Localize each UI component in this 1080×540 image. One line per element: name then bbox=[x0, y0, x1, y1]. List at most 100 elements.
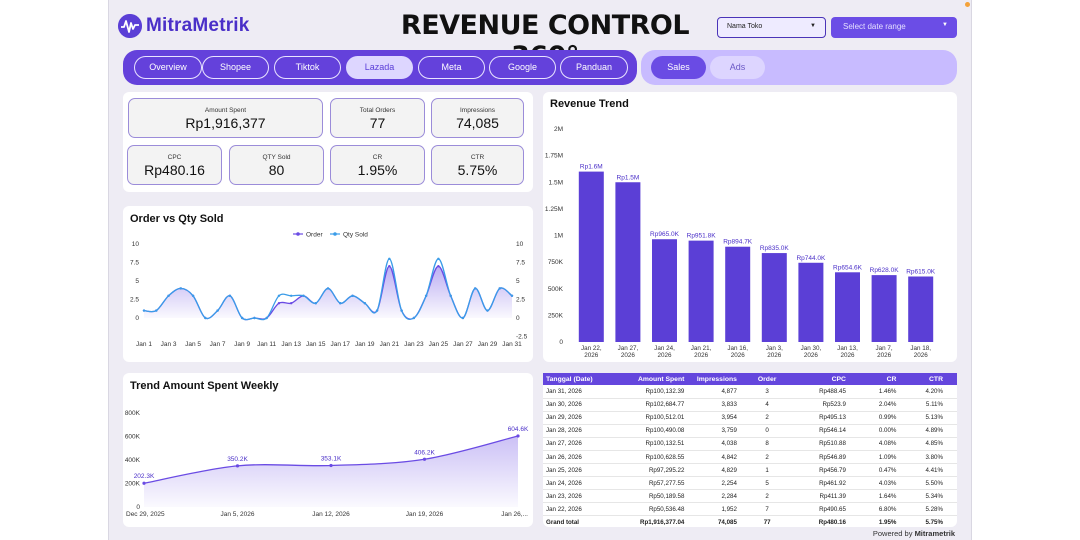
y-tick-label-right: 7.5 bbox=[516, 260, 525, 267]
x-tick-label: Jan 30, bbox=[801, 345, 822, 352]
qty-sold-point bbox=[277, 294, 281, 297]
table-row: Jan 23, 2026 Rp50,189.58 2,284 2 Rp411.39 1.6… bbox=[543, 489, 957, 504]
y-tick-label: 600K bbox=[125, 434, 141, 441]
data-label: Rp628.0K bbox=[870, 267, 900, 274]
qty-sold-point bbox=[191, 294, 195, 297]
table-cell: Rp411.39 bbox=[789, 489, 850, 504]
revenue-bar bbox=[725, 246, 751, 342]
table-cell: Jan 29, 2026 bbox=[543, 411, 618, 425]
qty-sold-point bbox=[498, 287, 501, 290]
table-cell: Jan 27, 2026 bbox=[543, 437, 618, 451]
qty-sold-point bbox=[302, 294, 305, 297]
x-tick-label: Jan 27 bbox=[453, 341, 473, 348]
table-row: Jan 27, 2026 Rp100,132.51 4,038 8 Rp510.88 4.… bbox=[543, 437, 957, 451]
x-tick-label: Jan 31 bbox=[502, 341, 522, 348]
table-cell: 4.20% bbox=[900, 385, 957, 399]
weekly-point bbox=[142, 481, 146, 485]
x-tick-label: Jan 22, bbox=[581, 345, 602, 352]
x-tick-label: Jan 23 bbox=[404, 341, 424, 348]
mode-ads[interactable]: Ads bbox=[710, 56, 765, 79]
table-column-header[interactable]: CTR bbox=[900, 373, 957, 385]
table-cell: 4.03% bbox=[849, 476, 901, 491]
data-label: 202.3K bbox=[134, 473, 155, 480]
tab-tiktok[interactable]: Tiktok bbox=[274, 56, 341, 79]
store-select-value: Nama Toko bbox=[727, 23, 763, 30]
kpi-card-amount-spent: Amount Spent Rp1,916,377 bbox=[128, 98, 323, 138]
table-cell: 0 bbox=[744, 424, 790, 438]
qty-sold-point bbox=[216, 309, 219, 312]
table-cell: Jan 28, 2026 bbox=[543, 424, 618, 438]
table-column-header[interactable]: Order bbox=[744, 373, 790, 385]
table-cell: 5.34% bbox=[900, 489, 957, 504]
y-tick-label-left: 0 bbox=[135, 315, 139, 322]
revenue-bar bbox=[908, 276, 934, 342]
x-tick-label: Dec 29, 2025 bbox=[126, 511, 165, 518]
tab-google[interactable]: Google bbox=[489, 56, 556, 79]
y-tick-label-right: 0 bbox=[516, 315, 520, 322]
weekly-area bbox=[144, 435, 518, 507]
date-range-select[interactable]: Select date range ▼ bbox=[831, 17, 957, 38]
qty-sold-point bbox=[339, 302, 342, 305]
kpi-card-impressions: Impressions 74,085 bbox=[431, 98, 524, 138]
table-column-header[interactable]: CR bbox=[849, 373, 901, 385]
tab-shopee[interactable]: Shopee bbox=[202, 56, 269, 79]
mode-toggle-bar: Sales Ads bbox=[641, 50, 957, 85]
qty-sold-point bbox=[240, 316, 244, 320]
table-cell: 5.28% bbox=[900, 502, 957, 517]
table-column-header[interactable]: CPC bbox=[789, 373, 850, 385]
table-cell: Rp523.9 bbox=[789, 398, 850, 412]
table-cell: 7 bbox=[744, 502, 790, 517]
table-cell: 4,842 bbox=[688, 450, 745, 465]
tab-meta[interactable]: Meta bbox=[418, 56, 485, 79]
table-cell: Rp100,490.08 bbox=[617, 424, 689, 438]
legend-dot-1 bbox=[333, 232, 337, 236]
data-label: Rp894.7K bbox=[723, 239, 753, 246]
table-column-header[interactable]: Tanggal (Date) bbox=[543, 373, 618, 385]
qty-sold-point bbox=[167, 294, 170, 297]
y-tick-label-right: 2.5 bbox=[516, 297, 525, 304]
qty-sold-point bbox=[474, 287, 477, 290]
table-cell: 4.41% bbox=[900, 463, 957, 478]
y-tick-label: 1.5M bbox=[549, 179, 563, 186]
mode-sales[interactable]: Sales bbox=[651, 56, 706, 79]
data-label: Rp1.6M bbox=[580, 164, 603, 171]
order-point bbox=[437, 265, 440, 268]
data-label: Rp654.6K bbox=[833, 264, 863, 271]
store-select[interactable]: Nama Toko ▼ bbox=[717, 17, 826, 38]
table-cell: 1.95% bbox=[878, 519, 897, 527]
table-column-header[interactable]: Impressions bbox=[688, 373, 745, 385]
x-tick-label: Jan 21 bbox=[380, 341, 400, 348]
table-cell: Jan 31, 2026 bbox=[543, 385, 618, 399]
x-tick-label: 2026 bbox=[584, 352, 599, 359]
data-label: 604.6K bbox=[508, 426, 529, 433]
table-row: Jan 22, 2026 Rp50,536.48 1,952 7 Rp490.65 6.8… bbox=[543, 502, 957, 517]
data-label: 353.1K bbox=[321, 456, 342, 463]
kpi-value: 1.95% bbox=[357, 162, 398, 178]
tab-lazada[interactable]: Lazada bbox=[346, 56, 413, 79]
tab-panduan[interactable]: Panduan bbox=[560, 56, 628, 79]
table-cell: 4.85% bbox=[900, 437, 957, 451]
table-cell: 6.80% bbox=[849, 502, 901, 517]
tab-overview[interactable]: Overview bbox=[134, 56, 202, 79]
revenue-bar bbox=[688, 240, 714, 342]
revenue-bar bbox=[761, 253, 787, 342]
table-cell: Rp495.13 bbox=[789, 411, 850, 425]
table-cell: 1,952 bbox=[688, 502, 745, 517]
qty-sold-point bbox=[155, 309, 158, 312]
table-row: Jan 26, 2026 Rp100,628.55 4,842 2 Rp546.89 1.… bbox=[543, 450, 957, 465]
table-header-row: Tanggal (Date) Amount Spent Impressions Ord… bbox=[543, 373, 957, 385]
kpi-card-ctr: CTR 5.75% bbox=[431, 145, 524, 185]
table-cell: 2 bbox=[744, 489, 790, 504]
x-tick-label: Jan 9 bbox=[234, 341, 250, 348]
table-cell: Jan 30, 2026 bbox=[543, 398, 618, 412]
table-cell: Jan 23, 2026 bbox=[543, 489, 618, 504]
x-tick-label: Jan 7, bbox=[876, 345, 893, 352]
table-row: Jan 28, 2026 Rp100,490.08 3,759 0 Rp546.14 0.… bbox=[543, 424, 957, 438]
weekly-spent-title: Trend Amount Spent Weekly bbox=[130, 380, 279, 392]
x-tick-label: Jan 18, bbox=[910, 345, 931, 352]
table-cell: Rp546.89 bbox=[789, 450, 850, 465]
qty-sold-point bbox=[424, 294, 428, 297]
qty-sold-point bbox=[412, 316, 416, 320]
table-column-header[interactable]: Amount Spent bbox=[617, 373, 689, 385]
x-tick-label: Jan 12, 2026 bbox=[312, 511, 350, 518]
